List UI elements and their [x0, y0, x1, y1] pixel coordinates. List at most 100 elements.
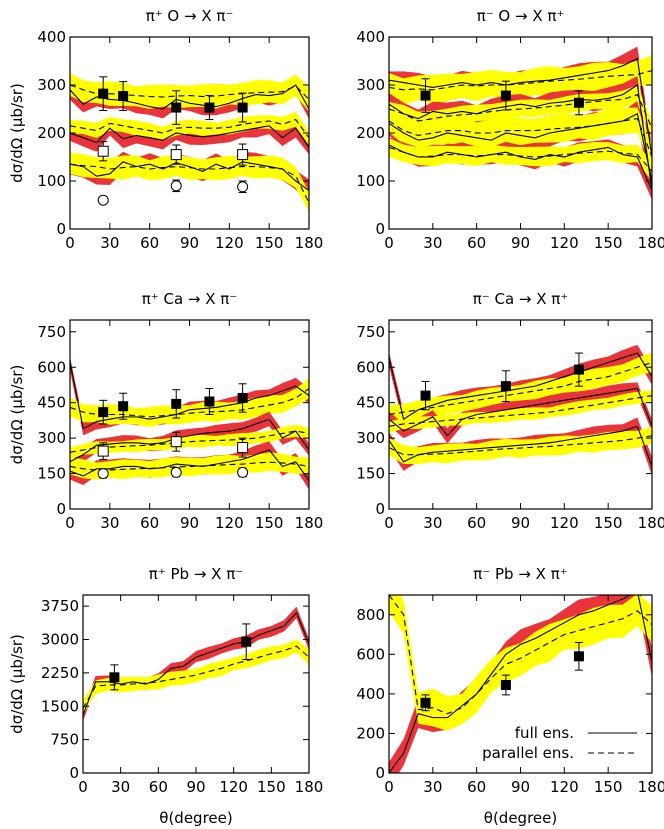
series-line-1-full: [389, 352, 652, 421]
y-tick-label: 400: [37, 28, 66, 46]
x-tick-label: 60: [140, 514, 159, 532]
y-tick-label: 0: [69, 764, 79, 782]
series-line-1-full: [70, 362, 309, 430]
panel-2: 0 30 60 90 120 150 180 0 100 200 300 400 π⁻ O → X π⁺: [356, 7, 664, 252]
data-point-filled-square: [420, 697, 431, 708]
data-point-filled-square: [118, 91, 129, 102]
panel-4: 0 30 60 90 120 150 180 0 150 300 450 600 750 π⁻ Ca → …: [356, 290, 664, 532]
uncertainty-band-1: [389, 595, 652, 773]
series-line-4-parallel: [389, 395, 652, 427]
y-tick-label: 0: [375, 500, 385, 518]
series-line-5-full: [70, 161, 309, 192]
y-tick-label: 200: [356, 724, 385, 742]
panel-3: 0 30 60 90 120 150 180 0 150 300 450 600 750 π⁺ Ca → …: [8, 290, 323, 532]
data-point-filled-square: [500, 90, 511, 101]
y-tick-label: 0: [56, 500, 66, 518]
plot-area: [389, 46, 652, 201]
y-tick-label: 450: [356, 394, 385, 412]
x-tick-label: 90: [180, 514, 199, 532]
x-tick-label: 30: [100, 234, 119, 252]
y-tick-label: 450: [37, 394, 66, 412]
y-tick-label: 400: [356, 28, 385, 46]
x-tick-label: 180: [295, 778, 324, 796]
uncertainty-band-2: [389, 595, 652, 731]
panel-6: 0 30 60 90 120 150 180 0 200 400 600 800 π⁻ Pb → X π…: [356, 565, 664, 827]
series-line-2-parallel: [83, 645, 309, 709]
panel-1: 0 30 60 90 120 150 180 0 100 200 300 400 π⁺ O → X π⁻…: [8, 7, 323, 252]
y-tick-label: 1500: [41, 697, 79, 715]
y-tick-label: 3750: [41, 597, 79, 615]
y-tick-label: 300: [356, 76, 385, 94]
data-point-open-circle: [237, 466, 249, 478]
x-tick-label: 180: [638, 778, 664, 796]
x-tick-label: 120: [219, 778, 248, 796]
x-tick-label: 30: [423, 234, 442, 252]
legend: full ens. parallel ens.: [482, 724, 637, 762]
y-tick-label: 300: [37, 429, 66, 447]
x-tick-label: 120: [550, 514, 579, 532]
panel-title: π⁺ O → X π⁻: [146, 7, 234, 25]
x-tick-label: 60: [467, 234, 486, 252]
y-tick-label: 800: [356, 606, 385, 624]
legend-label: parallel ens.: [482, 744, 574, 762]
panel-title: π⁻ Ca → X π⁺: [473, 290, 568, 308]
data-point-filled-square: [237, 102, 248, 113]
data-point-filled-square: [98, 88, 109, 99]
x-tick-label: 150: [257, 778, 286, 796]
y-tick-label: 150: [356, 465, 385, 483]
x-tick-label: 120: [550, 234, 579, 252]
series-line-1-full: [70, 84, 309, 110]
data-point-filled-square: [204, 396, 215, 407]
data-point-filled-square: [171, 398, 182, 409]
data-point-filled-square: [98, 407, 109, 418]
series-line-8-parallel: [389, 146, 652, 172]
plot-area: [389, 595, 652, 773]
uncertainty-band-4: [70, 111, 309, 146]
x-tick-label: 30: [111, 778, 130, 796]
x-tick-label: 30: [100, 514, 119, 532]
x-tick-label: 120: [215, 514, 244, 532]
series-line-6-parallel: [389, 117, 652, 158]
uncertainty-band-2: [83, 639, 309, 716]
data-point-filled-square: [118, 401, 129, 412]
x-tick-label: 0: [384, 778, 394, 796]
series-line-3-full: [389, 84, 652, 191]
uncertainty-band-2: [389, 352, 652, 424]
data-point-open-circle: [170, 466, 182, 478]
plot-area: [70, 356, 309, 490]
x-tick-label: 90: [186, 778, 205, 796]
series-line-3-full: [70, 125, 309, 148]
x-tick-label: 30: [423, 778, 442, 796]
x-tick-label: 120: [550, 778, 579, 796]
data-point-open-circle: [97, 194, 109, 206]
y-tick-label: 0: [375, 220, 385, 238]
y-tick-label: 0: [375, 764, 385, 782]
x-tick-label: 60: [467, 514, 486, 532]
data-point-filled-square: [500, 679, 511, 690]
x-tick-label: 0: [384, 234, 394, 252]
x-tick-label: 120: [215, 234, 244, 252]
y-tick-label: 3000: [41, 631, 79, 649]
series-line-1-full: [83, 611, 309, 716]
series-line-4-parallel: [70, 430, 309, 453]
y-tick-label: 200: [37, 124, 66, 142]
y-tick-label: 600: [356, 358, 385, 376]
series-line-5-full: [389, 425, 652, 467]
data-point-filled-square: [109, 672, 120, 683]
data-point-filled-square: [500, 381, 511, 392]
x-tick-label: 0: [65, 514, 75, 532]
series-line-2-parallel: [70, 388, 309, 418]
uncertainty-band-6: [389, 106, 652, 168]
plot-area: [389, 344, 652, 476]
x-tick-label: 30: [423, 514, 442, 532]
y-tick-label: 750: [356, 323, 385, 341]
x-axis-label: θ(degree): [484, 809, 557, 827]
series-line-6-parallel: [389, 435, 652, 456]
series-line-1-full: [389, 595, 652, 773]
data-point-open-square: [170, 436, 182, 448]
panel-title: π⁺ Ca → X π⁻: [142, 290, 237, 308]
series-line-2-parallel: [389, 362, 652, 416]
data-point-filled-square: [241, 636, 252, 647]
x-tick-label: 60: [140, 234, 159, 252]
data-point-open-circle: [97, 468, 109, 480]
